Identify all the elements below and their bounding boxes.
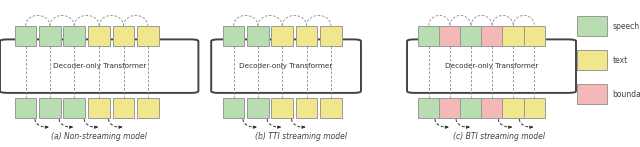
- FancyBboxPatch shape: [524, 26, 545, 46]
- FancyBboxPatch shape: [15, 26, 36, 46]
- FancyBboxPatch shape: [271, 98, 293, 118]
- Text: Decoder-only Transformer: Decoder-only Transformer: [445, 63, 538, 69]
- FancyBboxPatch shape: [113, 98, 134, 118]
- FancyBboxPatch shape: [211, 39, 361, 93]
- FancyBboxPatch shape: [320, 26, 342, 46]
- Text: (c) BTI streaming model: (c) BTI streaming model: [453, 132, 545, 141]
- FancyBboxPatch shape: [407, 39, 576, 93]
- FancyBboxPatch shape: [39, 98, 61, 118]
- FancyBboxPatch shape: [63, 26, 85, 46]
- Text: speech: speech: [612, 22, 639, 31]
- FancyBboxPatch shape: [247, 26, 269, 46]
- FancyBboxPatch shape: [88, 26, 110, 46]
- FancyBboxPatch shape: [418, 26, 440, 46]
- FancyBboxPatch shape: [577, 16, 607, 36]
- FancyBboxPatch shape: [502, 26, 524, 46]
- FancyBboxPatch shape: [418, 98, 440, 118]
- Text: text: text: [612, 56, 628, 65]
- FancyBboxPatch shape: [481, 26, 503, 46]
- Text: boundary: boundary: [612, 90, 640, 99]
- FancyBboxPatch shape: [88, 98, 110, 118]
- FancyBboxPatch shape: [502, 98, 524, 118]
- Text: Decoder-only Transformer: Decoder-only Transformer: [52, 63, 146, 69]
- FancyBboxPatch shape: [247, 98, 269, 118]
- FancyBboxPatch shape: [137, 98, 159, 118]
- FancyBboxPatch shape: [439, 98, 461, 118]
- FancyBboxPatch shape: [524, 98, 545, 118]
- FancyBboxPatch shape: [271, 26, 293, 46]
- FancyBboxPatch shape: [0, 39, 198, 93]
- FancyBboxPatch shape: [460, 98, 482, 118]
- FancyBboxPatch shape: [296, 26, 317, 46]
- Text: (b) TTI streaming model: (b) TTI streaming model: [255, 132, 347, 141]
- FancyBboxPatch shape: [296, 98, 317, 118]
- Text: Decoder-only Transformer: Decoder-only Transformer: [239, 63, 333, 69]
- FancyBboxPatch shape: [137, 26, 159, 46]
- FancyBboxPatch shape: [15, 98, 36, 118]
- FancyBboxPatch shape: [460, 26, 482, 46]
- FancyBboxPatch shape: [481, 98, 503, 118]
- FancyBboxPatch shape: [113, 26, 134, 46]
- FancyBboxPatch shape: [223, 98, 244, 118]
- FancyBboxPatch shape: [223, 26, 244, 46]
- FancyBboxPatch shape: [577, 84, 607, 104]
- FancyBboxPatch shape: [63, 98, 85, 118]
- FancyBboxPatch shape: [39, 26, 61, 46]
- FancyBboxPatch shape: [320, 98, 342, 118]
- FancyBboxPatch shape: [577, 50, 607, 70]
- Text: (a) Non-streaming model: (a) Non-streaming model: [51, 132, 147, 141]
- FancyBboxPatch shape: [439, 26, 461, 46]
